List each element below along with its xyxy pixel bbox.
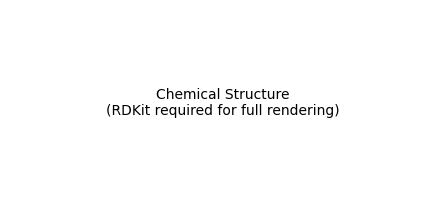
Text: Chemical Structure
(RDKit required for full rendering): Chemical Structure (RDKit required for f…	[105, 88, 339, 118]
